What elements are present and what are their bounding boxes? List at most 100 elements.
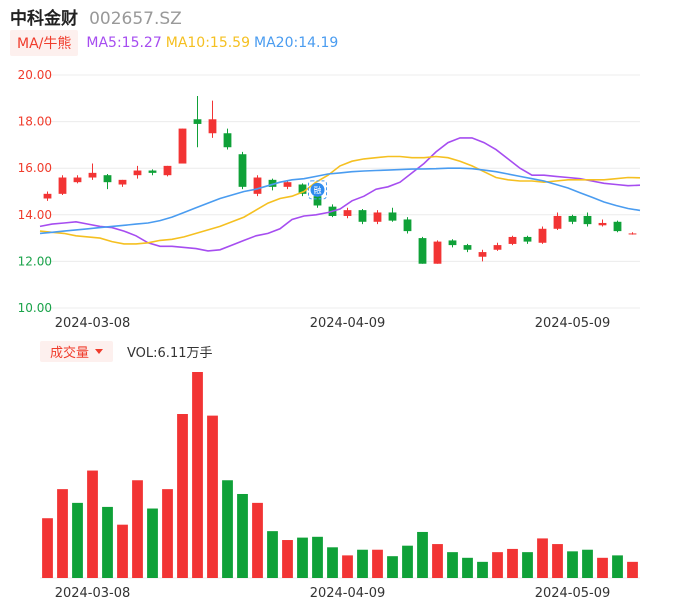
volume-bar <box>372 549 383 578</box>
candle-body <box>508 236 517 244</box>
volume-bar <box>477 561 488 578</box>
stock-name: 中科金财 <box>10 9 78 29</box>
price-tick-label: 10.00 <box>18 301 52 315</box>
volume-date-label: 2024-03-08 <box>55 586 131 601</box>
volume-bar <box>507 548 518 578</box>
volume-bar <box>597 557 608 578</box>
stock-header: 中科金财 002657.SZ <box>10 4 182 29</box>
volume-bar <box>177 414 188 578</box>
volume-indicator-dropdown[interactable]: 成交量 <box>40 340 114 362</box>
candle-body <box>403 219 412 232</box>
volume-bar <box>552 544 563 578</box>
volume-bar <box>267 531 278 578</box>
candle-body <box>268 179 277 187</box>
volume-bar <box>447 552 458 578</box>
candle-body <box>613 221 622 232</box>
candle-body <box>43 193 52 199</box>
margin-trading-marker-frame <box>308 180 327 200</box>
volume-bar <box>402 545 413 578</box>
candle-body <box>388 212 397 221</box>
ma-legend: MA/牛熊 MA5:15.27 MA10:15.59 MA20:14.19 <box>10 30 342 56</box>
caret-down-icon <box>95 348 104 354</box>
price-tick-label: 16.00 <box>18 161 52 175</box>
volume-tab-label: 成交量 <box>50 345 90 361</box>
price-tick-label: 14.00 <box>18 208 52 222</box>
volume-bar <box>57 489 68 578</box>
candle-body <box>88 172 97 178</box>
candle-body <box>343 210 352 216</box>
volume-bar <box>252 502 263 578</box>
candle-body <box>523 236 532 242</box>
candle-body <box>298 184 307 194</box>
volume-bar <box>387 556 398 578</box>
volume-bar <box>72 502 83 578</box>
candle-body <box>118 179 127 185</box>
candle-body <box>583 215 592 225</box>
volume-legend: 成交量 VOL:6.11万手 <box>40 340 213 362</box>
volume-bar <box>312 536 323 578</box>
volume-bar <box>432 544 443 578</box>
volume-bar <box>162 489 173 578</box>
candle-body <box>283 182 292 187</box>
volume-bar <box>222 480 233 578</box>
volume-date-label: 2024-04-09 <box>310 586 386 601</box>
stock-code: 002657.SZ <box>89 9 182 29</box>
volume-bar <box>612 555 623 578</box>
margin-trading-marker-label: 融 <box>314 185 322 195</box>
ma5-legend: MA5:15.27 <box>86 35 162 51</box>
candle-body <box>73 177 82 183</box>
ma-indicator-tab[interactable]: MA/牛熊 <box>10 30 79 56</box>
volume-bar <box>237 493 248 578</box>
price-tick-label: 18.00 <box>18 115 52 129</box>
volume-bar <box>297 537 308 578</box>
price-date-label: 2024-04-09 <box>310 316 386 331</box>
price-tick-label: 12.00 <box>18 254 52 268</box>
volume-date-label: 2024-05-09 <box>535 586 611 601</box>
volume-bar <box>132 480 143 578</box>
volume-bar <box>537 538 548 578</box>
volume-bar <box>327 547 338 578</box>
volume-bar <box>342 555 353 578</box>
volume-bar <box>417 531 428 578</box>
candle-body <box>463 245 472 250</box>
volume-bar <box>522 552 533 578</box>
candle-body <box>178 128 187 164</box>
volume-bar <box>207 415 218 578</box>
ma20-line <box>39 167 641 235</box>
candle-body <box>58 177 67 194</box>
volume-bar <box>462 557 473 578</box>
volume-bar <box>42 518 53 578</box>
candle-body <box>433 241 442 264</box>
volume-bar <box>567 551 578 578</box>
candle-body <box>208 119 217 134</box>
candle-body <box>358 210 367 222</box>
candle-body <box>553 215 562 229</box>
volume-bar <box>117 524 128 578</box>
volume-bar <box>147 508 158 578</box>
candle-body <box>538 228 547 243</box>
candle-body <box>223 133 232 148</box>
volume-bar <box>282 540 293 578</box>
candle-body <box>478 252 487 257</box>
ma10-line <box>39 155 641 245</box>
candle-body <box>163 165 172 176</box>
ma10-legend: MA10:15.59 <box>165 35 251 51</box>
ma5-line <box>39 137 641 252</box>
volume-bar <box>357 549 368 578</box>
volume-value: VOL:6.11万手 <box>127 345 213 361</box>
volume-bar <box>87 470 98 578</box>
volume-bar <box>102 506 113 578</box>
volume-bar <box>492 552 503 578</box>
candle-body <box>418 238 427 264</box>
volume-bar <box>192 372 203 578</box>
candle-body <box>448 240 457 246</box>
candle-body <box>568 215 577 222</box>
candle-body <box>628 233 637 235</box>
volume-bar <box>627 561 638 578</box>
candle-body <box>103 175 112 183</box>
candle-body <box>598 222 607 226</box>
candle-body <box>238 154 247 187</box>
price-date-label: 2024-03-08 <box>55 316 131 331</box>
price-date-label: 2024-05-09 <box>535 316 611 331</box>
